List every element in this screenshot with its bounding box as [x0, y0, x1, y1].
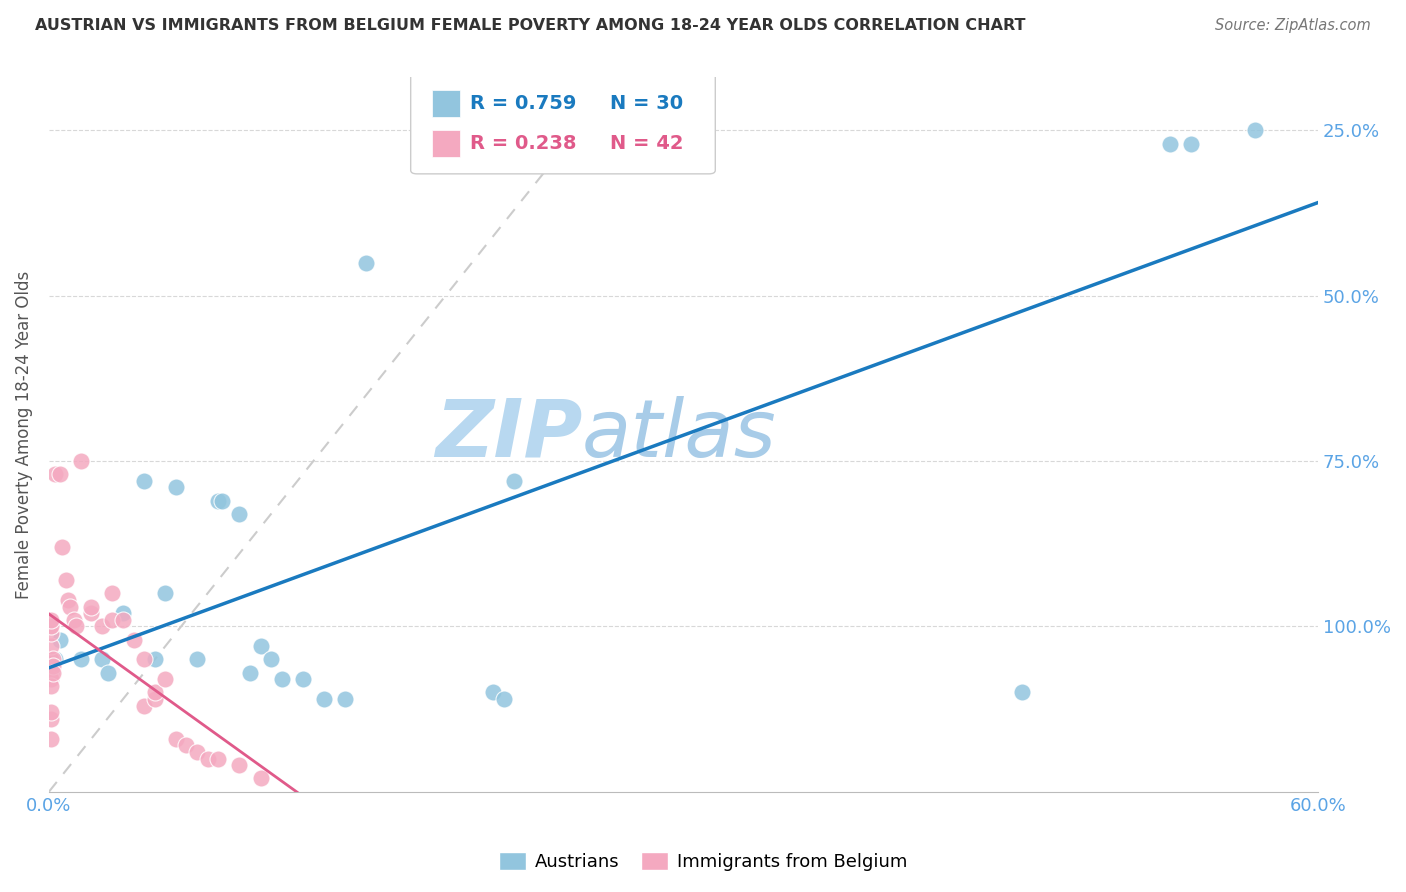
Point — [101, 586, 124, 600]
Point — [155, 586, 177, 600]
Point — [482, 685, 505, 699]
Point — [186, 652, 208, 666]
Point — [63, 613, 86, 627]
Point — [39, 673, 62, 687]
Point — [90, 619, 112, 633]
FancyBboxPatch shape — [432, 89, 460, 117]
Point — [1011, 685, 1033, 699]
Point — [134, 698, 156, 713]
Point — [69, 652, 91, 666]
Point — [101, 613, 124, 627]
Point — [1159, 136, 1181, 151]
Point — [39, 706, 62, 720]
Point — [197, 751, 219, 765]
Text: N = 42: N = 42 — [610, 135, 683, 153]
Point — [155, 673, 177, 687]
Point — [356, 255, 378, 269]
Point — [65, 619, 87, 633]
Point — [249, 639, 271, 653]
Point — [97, 665, 120, 680]
Point — [207, 493, 229, 508]
Legend: Austrians, Immigrants from Belgium: Austrians, Immigrants from Belgium — [491, 845, 915, 879]
Point — [239, 665, 262, 680]
Point — [143, 692, 166, 706]
Point — [1243, 123, 1265, 137]
Point — [51, 540, 73, 554]
Point — [291, 673, 314, 687]
Point — [312, 692, 335, 706]
Point — [134, 652, 156, 666]
Point — [492, 692, 515, 706]
Point — [39, 665, 62, 680]
Point — [80, 599, 103, 614]
Point — [270, 673, 292, 687]
Point — [42, 665, 65, 680]
Text: AUSTRIAN VS IMMIGRANTS FROM BELGIUM FEMALE POVERTY AMONG 18-24 YEAR OLDS CORRELA: AUSTRIAN VS IMMIGRANTS FROM BELGIUM FEMA… — [35, 18, 1025, 33]
Point — [143, 652, 166, 666]
Point — [39, 619, 62, 633]
Point — [228, 758, 250, 772]
Point — [260, 652, 283, 666]
Point — [207, 751, 229, 765]
Point — [42, 652, 65, 666]
Point — [44, 652, 66, 666]
Point — [165, 731, 187, 746]
Point — [48, 632, 70, 647]
Point — [165, 480, 187, 494]
Point — [90, 652, 112, 666]
FancyBboxPatch shape — [432, 130, 460, 157]
Point — [211, 493, 233, 508]
Point — [111, 606, 134, 620]
Text: N = 30: N = 30 — [610, 94, 683, 112]
Point — [56, 593, 79, 607]
Point — [39, 626, 62, 640]
Point — [39, 679, 62, 693]
Point — [134, 474, 156, 488]
Text: atlas: atlas — [582, 395, 776, 474]
Point — [59, 599, 82, 614]
FancyBboxPatch shape — [411, 70, 716, 174]
Text: R = 0.238: R = 0.238 — [471, 135, 576, 153]
Point — [80, 606, 103, 620]
Point — [228, 507, 250, 521]
Point — [39, 731, 62, 746]
Point — [69, 454, 91, 468]
Point — [249, 772, 271, 786]
Point — [672, 150, 695, 164]
Point — [186, 745, 208, 759]
Point — [333, 692, 356, 706]
Text: R = 0.759: R = 0.759 — [471, 94, 576, 112]
Point — [39, 613, 62, 627]
Point — [39, 712, 62, 726]
Point — [42, 659, 65, 673]
Point — [55, 573, 77, 587]
Point — [503, 474, 526, 488]
Text: Source: ZipAtlas.com: Source: ZipAtlas.com — [1215, 18, 1371, 33]
Point — [122, 632, 145, 647]
Point — [1180, 136, 1202, 151]
Point — [39, 639, 62, 653]
Point — [111, 613, 134, 627]
Point — [176, 739, 198, 753]
Text: ZIP: ZIP — [434, 395, 582, 474]
Point — [44, 467, 66, 482]
Y-axis label: Female Poverty Among 18-24 Year Olds: Female Poverty Among 18-24 Year Olds — [15, 270, 32, 599]
Point — [39, 652, 62, 666]
Point — [143, 685, 166, 699]
Point — [48, 467, 70, 482]
